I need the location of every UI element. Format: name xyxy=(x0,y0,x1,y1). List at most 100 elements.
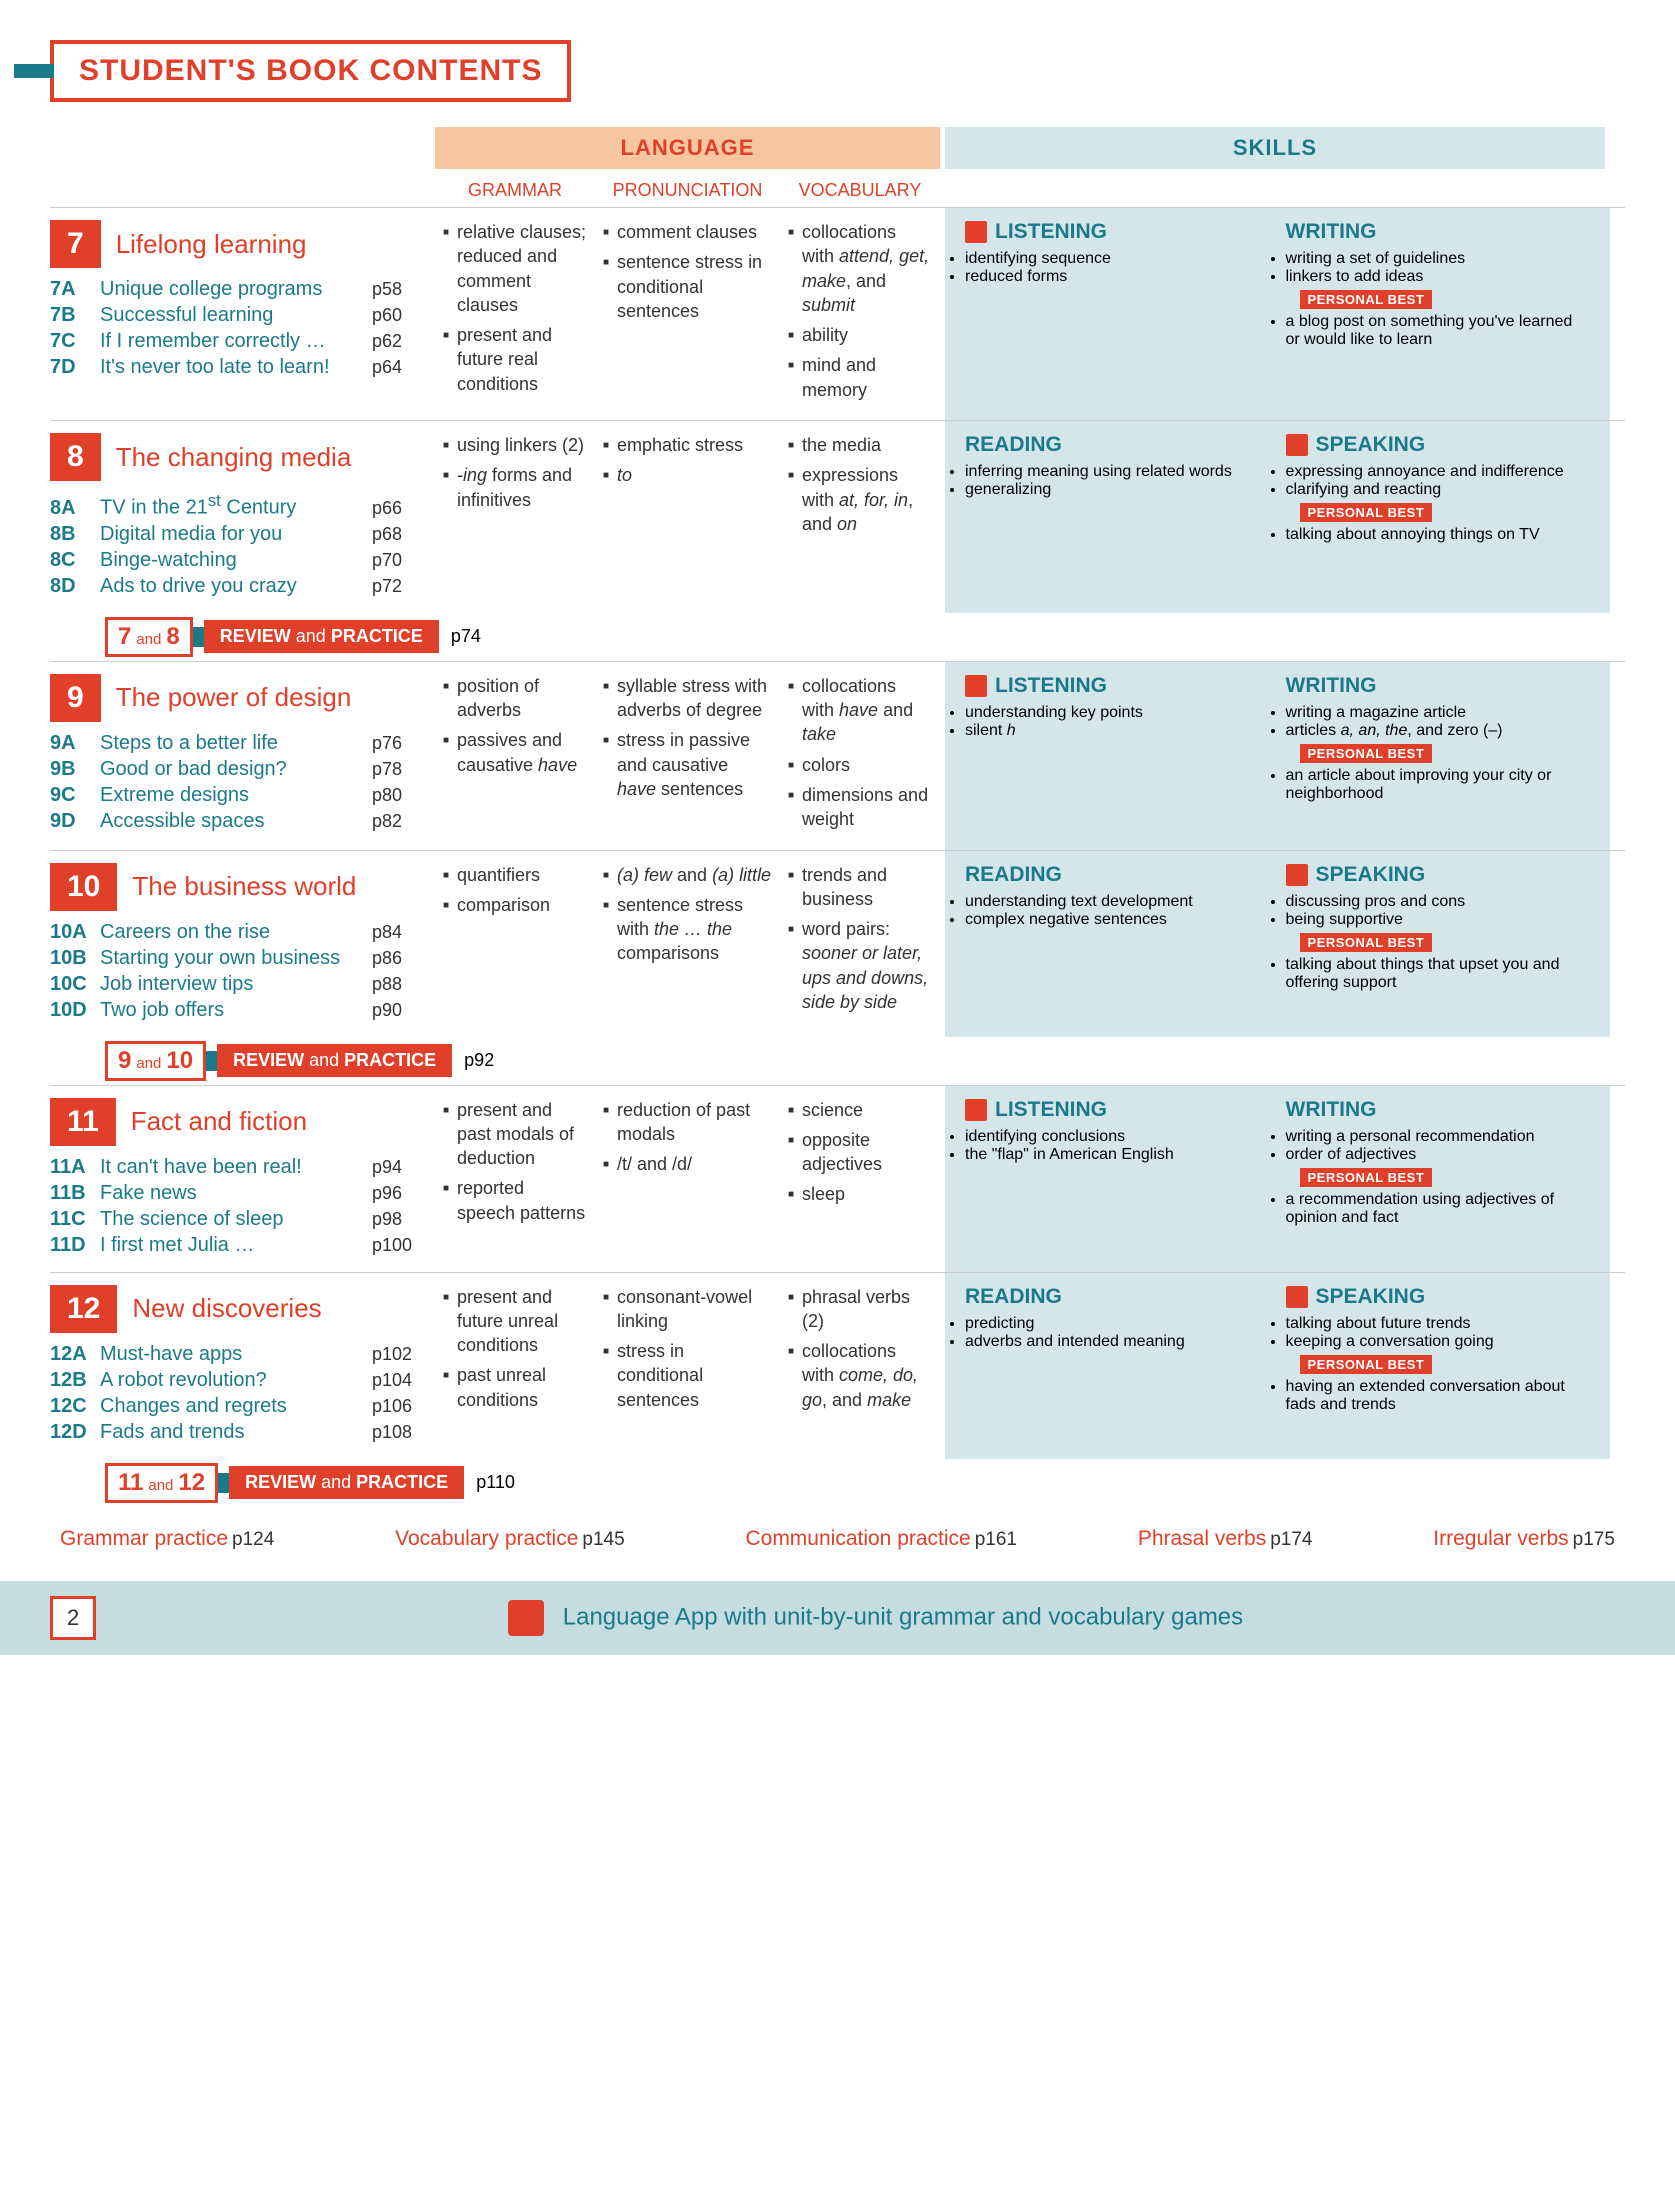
lesson-title: Binge-watching xyxy=(100,549,372,572)
unit-row: 10The business world10ACareers on the ri… xyxy=(50,850,1625,1037)
language-header: LANGUAGE xyxy=(435,127,940,169)
lesson-title: TV in the 21st Century xyxy=(100,491,372,520)
grammar-col: present and future unreal conditionspast… xyxy=(435,1273,595,1459)
vocabulary-header: VOCABULARY xyxy=(780,174,940,207)
pronunciation-col: (a) few and (a) littlesentence stress wi… xyxy=(595,851,780,1037)
skills-block: READINGpredictingadverbs and intended me… xyxy=(945,1273,1610,1459)
unit-number: 11 xyxy=(50,1098,116,1146)
skill-icon xyxy=(1286,434,1308,456)
lesson-row: 7DIt's never too late to learn!p64 xyxy=(50,356,427,379)
review-bar: 11 and 12REVIEW and PRACTICEp110 xyxy=(50,1463,1625,1503)
footer-links: Grammar practicep124Vocabulary practicep… xyxy=(50,1507,1625,1581)
list-item: articles a, an, the, and zero (–) xyxy=(1286,722,1591,740)
grammar-col: position of adverbspassives and causativ… xyxy=(435,662,595,850)
lesson-code: 12C xyxy=(50,1395,100,1418)
list-item: reduction of past modals xyxy=(603,1098,772,1147)
lesson-title: Fake news xyxy=(100,1182,372,1205)
skill-heading: READING xyxy=(965,433,1270,457)
pronunciation-col: syllable stress with adverbs of degree st… xyxy=(595,662,780,850)
header-row: LANGUAGE SKILLS xyxy=(50,127,1625,169)
list-item: understanding text development xyxy=(965,893,1270,911)
list-item: phrasal verbs (2) xyxy=(788,1285,932,1334)
list-item: stress in passive and causative have sen… xyxy=(603,728,772,801)
lesson-code: 9A xyxy=(50,732,100,755)
skills-block: READINGunderstanding text developmentcom… xyxy=(945,851,1610,1037)
skill-heading: WRITING xyxy=(1286,220,1591,244)
list-item: quantifiers xyxy=(443,863,587,887)
unit-title: Fact and fiction xyxy=(131,1106,307,1137)
lesson-code: 10D xyxy=(50,999,100,1022)
lesson-code: 10A xyxy=(50,921,100,944)
review-page: p110 xyxy=(464,1472,515,1493)
vocabulary-col: collocations with have and takecolorsdim… xyxy=(780,662,940,850)
lesson-title: Two job offers xyxy=(100,999,372,1022)
footer-link: Irregular verbsp175 xyxy=(1433,1527,1615,1551)
list-item: predicting xyxy=(965,1315,1270,1333)
lesson-page: p104 xyxy=(372,1370,427,1391)
lesson-page: p76 xyxy=(372,733,427,754)
skill-heading: LISTENING xyxy=(965,674,1270,698)
unit-row: 12New discoveries12AMust-have appsp10212… xyxy=(50,1272,1625,1459)
title-box: STUDENT'S BOOK CONTENTS xyxy=(50,40,571,102)
unit-title: Lifelong learning xyxy=(116,229,307,260)
list-item: identifying sequence xyxy=(965,250,1270,268)
page-title: STUDENT'S BOOK CONTENTS xyxy=(79,54,542,88)
review-nums: 9 and 10 xyxy=(105,1041,206,1081)
lesson-code: 12B xyxy=(50,1369,100,1392)
lesson-title: Starting your own business xyxy=(100,947,372,970)
skill-icon xyxy=(965,1099,987,1121)
list-item: reported speech patterns xyxy=(443,1176,587,1225)
list-item: identifying conclusions xyxy=(965,1128,1270,1146)
lesson-page: p102 xyxy=(372,1344,427,1365)
grammar-col: quantifierscomparison xyxy=(435,851,595,1037)
list-item: (a) few and (a) little xyxy=(603,863,772,887)
footer-link: Communication practicep161 xyxy=(745,1527,1017,1551)
skills-header: SKILLS xyxy=(945,127,1605,169)
skills-block: LISTENINGidentifying conclusionsthe "fla… xyxy=(945,1086,1610,1272)
lesson-code: 11B xyxy=(50,1182,100,1205)
lesson-row: 8CBinge-watchingp70 xyxy=(50,549,427,572)
unit-title: The power of design xyxy=(116,682,352,713)
list-item: emphatic stress xyxy=(603,433,772,457)
personal-best-badge: PERSONAL BEST xyxy=(1300,1355,1433,1374)
skill-heading: WRITING xyxy=(1286,674,1591,698)
list-item: inferring meaning using related words xyxy=(965,463,1270,481)
grammar-header: GRAMMAR xyxy=(435,174,595,207)
lesson-code: 12D xyxy=(50,1421,100,1444)
skill-icon xyxy=(965,675,987,697)
bottom-text-label: Language App with unit-by-unit grammar a… xyxy=(563,1603,1243,1630)
lesson-code: 7A xyxy=(50,278,100,301)
list-item: expressing annoyance and indifference xyxy=(1286,463,1591,481)
list-item: the "flap" in American English xyxy=(965,1146,1270,1164)
lesson-page: p84 xyxy=(372,922,427,943)
lesson-row: 10ACareers on the risep84 xyxy=(50,921,427,944)
lesson-title: I first met Julia … xyxy=(100,1234,372,1257)
list-item: trends and business xyxy=(788,863,932,912)
list-item: syllable stress with adverbs of degree xyxy=(603,674,772,723)
list-item: order of adjectives xyxy=(1286,1146,1591,1164)
lesson-code: 9C xyxy=(50,784,100,807)
lesson-title: Extreme designs xyxy=(100,784,372,807)
lesson-code: 8A xyxy=(50,497,100,520)
lesson-page: p90 xyxy=(372,1000,427,1021)
lesson-title: It can't have been real! xyxy=(100,1156,372,1179)
lesson-row: 11BFake newsp96 xyxy=(50,1182,427,1205)
pronunciation-col: comment clausessentence stress in condit… xyxy=(595,208,780,420)
list-item: having an extended conversation about fa… xyxy=(1286,1378,1591,1414)
skills-block: READING inferring meaning using related w… xyxy=(945,421,1610,613)
skill-icon xyxy=(1286,864,1308,886)
unit-title: New discoveries xyxy=(132,1293,321,1324)
list-item: science xyxy=(788,1098,932,1122)
lesson-row: 11CThe science of sleepp98 xyxy=(50,1208,427,1231)
list-item: consonant-vowel linking xyxy=(603,1285,772,1334)
vocabulary-col: trends and businessword pairs: sooner or… xyxy=(780,851,940,1037)
lesson-row: 8BDigital media for youp68 xyxy=(50,523,427,546)
pronunciation-col: consonant-vowel linkingstress in conditi… xyxy=(595,1273,780,1459)
list-item: keeping a conversation going xyxy=(1286,1333,1591,1351)
lesson-page: p62 xyxy=(372,331,427,352)
lesson-title: Good or bad design? xyxy=(100,758,372,781)
lesson-page: p98 xyxy=(372,1209,427,1230)
list-item: -ing forms and infinitives xyxy=(443,463,587,512)
lesson-row: 8ATV in the 21st Centuryp66 xyxy=(50,491,427,520)
lesson-title: Digital media for you xyxy=(100,523,372,546)
